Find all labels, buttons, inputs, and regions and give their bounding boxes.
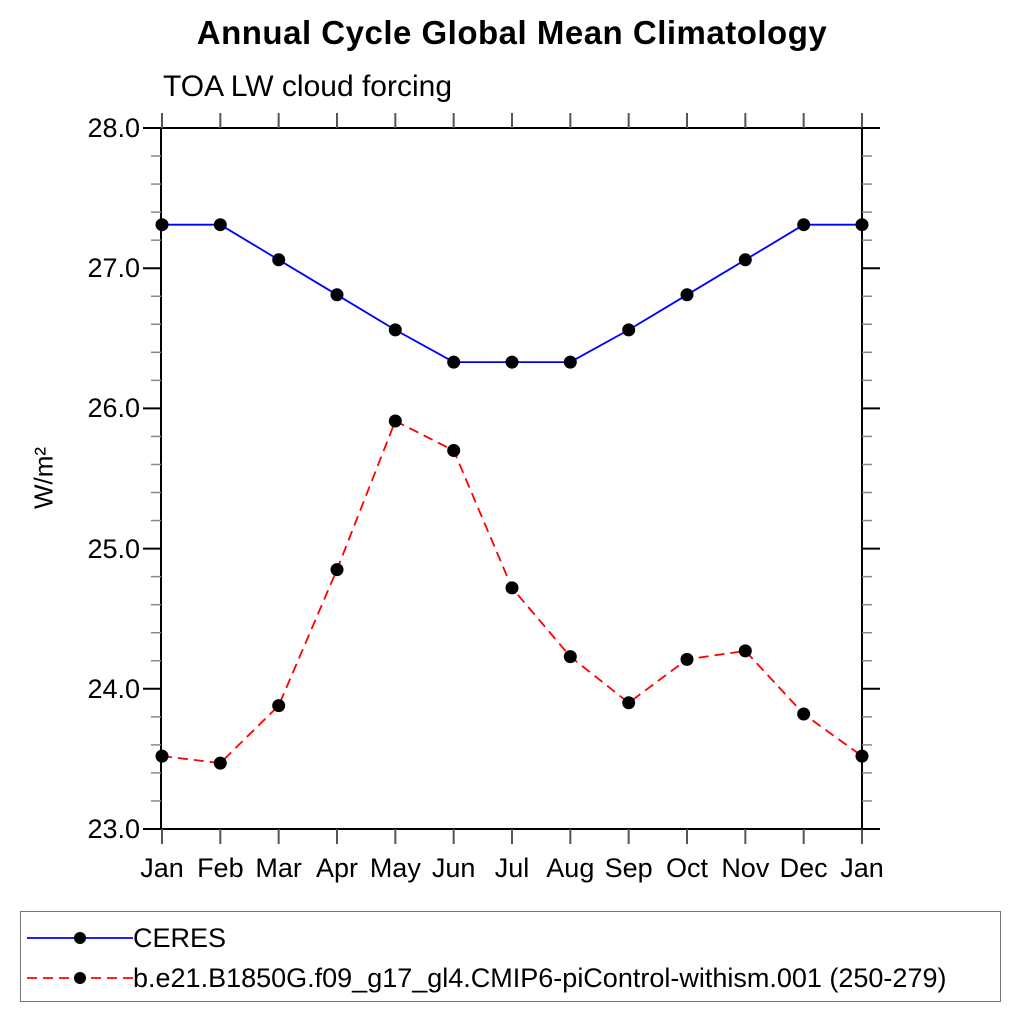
data-point-series0-Jul bbox=[505, 355, 519, 369]
legend-line-sample-icon bbox=[27, 932, 133, 944]
data-point-series1-Jun bbox=[447, 444, 461, 457]
data-point-series1-Jan bbox=[855, 749, 869, 763]
data-point-series0-May bbox=[388, 323, 402, 337]
x-tick-label-4: May bbox=[369, 853, 421, 883]
data-point-series1-Nov bbox=[738, 644, 752, 658]
legend-label-1: b.e21.B1850G.f09_g17_gl4.CMIP6-piControl… bbox=[133, 963, 947, 993]
x-tick-label-8: Sep bbox=[604, 853, 653, 883]
data-point-series1-Dec bbox=[797, 707, 811, 721]
data-point-series0-Oct bbox=[680, 288, 694, 302]
x-tick-label-0: Jan bbox=[140, 853, 184, 883]
data-point-series1-Mar bbox=[272, 699, 286, 713]
series-line-0 bbox=[162, 223, 862, 364]
x-tick-label-12: Jan bbox=[840, 853, 884, 883]
x-tick-label-5: Jun bbox=[431, 853, 476, 883]
x-tick-label-11: Dec bbox=[779, 853, 828, 883]
y-tick-label: 26.0 bbox=[87, 393, 140, 424]
data-point-series1-Sep bbox=[622, 696, 636, 710]
data-point-series0-Jun bbox=[447, 355, 461, 369]
data-point-series1-Oct bbox=[680, 652, 694, 666]
chart-title: Annual Cycle Global Mean Climatology bbox=[196, 14, 828, 51]
data-point-series1-May bbox=[388, 414, 402, 428]
legend: CERES b.e21.B1850G.f09_g17_gl4.CMIP6-piCo… bbox=[20, 911, 1001, 1002]
data-point-series1-Jan bbox=[155, 749, 169, 763]
data-point-series0-Feb bbox=[213, 218, 227, 232]
y-tick-label: 24.0 bbox=[87, 673, 140, 704]
y-tick-label: 25.0 bbox=[87, 533, 140, 564]
data-point-series1-Jul bbox=[505, 581, 519, 595]
legend-label-0: CERES bbox=[133, 923, 227, 953]
data-point-series0-Aug bbox=[563, 355, 577, 369]
x-tick-label-6: Jul bbox=[494, 853, 530, 883]
legend-marker-icon bbox=[74, 972, 86, 984]
data-point-series1-Apr bbox=[330, 563, 344, 577]
data-point-series0-Nov bbox=[738, 253, 752, 267]
data-point-series0-Dec bbox=[797, 218, 811, 232]
plot-frame bbox=[160, 127, 863, 830]
chart-subtitle: TOA LW cloud forcing bbox=[163, 70, 453, 103]
legend-line-sample-icon bbox=[27, 972, 133, 984]
x-tick-label-1: Feb bbox=[197, 853, 244, 883]
y-tick-label: 28.0 bbox=[87, 113, 140, 143]
data-point-series1-Feb bbox=[213, 756, 227, 770]
data-point-series0-Mar bbox=[272, 253, 286, 267]
legend-marker-icon bbox=[74, 932, 86, 944]
x-tick-label-9: Oct bbox=[665, 853, 708, 883]
y-tick-label: 23.0 bbox=[87, 814, 140, 844]
y-tick-label: 27.0 bbox=[87, 253, 140, 284]
x-tick-label-7: Aug bbox=[546, 853, 595, 883]
x-tick-label-2: Mar bbox=[255, 853, 302, 883]
data-point-series0-Jan bbox=[155, 218, 169, 232]
data-point-series0-Apr bbox=[330, 288, 344, 302]
x-tick-label-10: Nov bbox=[721, 853, 770, 883]
data-point-series1-Aug bbox=[563, 650, 577, 664]
data-point-series0-Sep bbox=[622, 323, 636, 337]
data-point-series0-Jan bbox=[855, 218, 869, 232]
x-tick-label-3: Apr bbox=[315, 853, 359, 883]
